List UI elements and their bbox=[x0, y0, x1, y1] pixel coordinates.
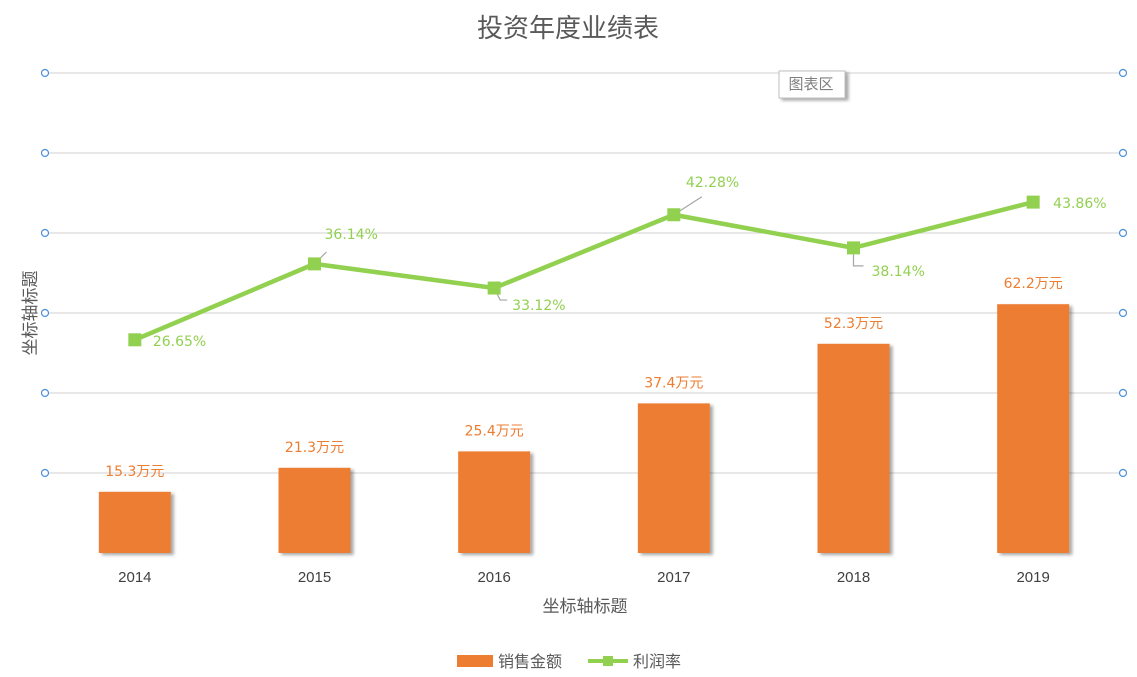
line-data-label: 26.65% bbox=[153, 334, 206, 350]
legend-label-sales: 销售金额 bbox=[498, 652, 562, 671]
bar-data-label: 52.3万元 bbox=[824, 316, 883, 332]
x-tick-label: 2015 bbox=[298, 569, 331, 586]
chart-title: 投资年度业绩表 bbox=[477, 14, 659, 44]
selection-handle[interactable] bbox=[1118, 228, 1128, 238]
legend[interactable]: 销售金额 利润率 bbox=[457, 652, 681, 671]
bar-data-labels: 15.3万元 21.3万元 25.4万元 37.4万元 52.3万元 62.2万元 bbox=[105, 276, 1063, 480]
gridlines bbox=[45, 72, 1123, 474]
line-marker[interactable] bbox=[487, 281, 501, 295]
chart-area-tooltip-box bbox=[778, 70, 846, 99]
legend-label-profit-rate: 利润率 bbox=[633, 652, 681, 671]
selection-handle[interactable] bbox=[1118, 308, 1128, 318]
bar-data-label: 15.3万元 bbox=[105, 464, 164, 480]
legend-marker-profit-rate bbox=[603, 656, 613, 666]
chart-area-tooltip-text: 图表区 bbox=[788, 75, 833, 93]
bar[interactable] bbox=[637, 403, 710, 553]
x-tick-label: 2019 bbox=[1016, 569, 1049, 586]
line-marker[interactable] bbox=[128, 333, 142, 347]
x-tick-label: 2014 bbox=[118, 569, 151, 586]
x-tick-label: 2018 bbox=[837, 569, 870, 586]
bar[interactable] bbox=[98, 491, 171, 553]
chart-area-tooltip: 图表区 bbox=[778, 70, 846, 99]
line-series-profit-rate bbox=[128, 195, 1040, 347]
selection-handles[interactable] bbox=[40, 68, 1128, 478]
line-marker[interactable] bbox=[1026, 195, 1040, 209]
selection-handle[interactable] bbox=[40, 228, 50, 238]
bar-series-sales bbox=[98, 304, 1070, 553]
line-marker[interactable] bbox=[308, 257, 321, 271]
y-axis-title[interactable]: 坐标轴标题 bbox=[21, 271, 41, 356]
line-data-label: 38.14% bbox=[872, 264, 925, 280]
selection-handle[interactable] bbox=[40, 308, 50, 318]
x-axis-title[interactable]: 坐标轴标题 bbox=[543, 597, 628, 617]
line-path[interactable] bbox=[133, 199, 1034, 342]
selection-handle[interactable] bbox=[40, 388, 50, 398]
selection-handle[interactable] bbox=[1118, 468, 1128, 478]
line-data-label: 33.12% bbox=[512, 298, 565, 314]
line-data-label: 36.14% bbox=[325, 227, 378, 243]
bar[interactable] bbox=[997, 304, 1070, 553]
selection-handle[interactable] bbox=[1118, 148, 1128, 158]
bar[interactable] bbox=[817, 343, 890, 553]
selection-handle[interactable] bbox=[1118, 68, 1128, 78]
legend-swatch-sales bbox=[457, 655, 493, 667]
line-marker[interactable] bbox=[847, 241, 860, 255]
x-tick-label: 2017 bbox=[657, 569, 690, 586]
line-data-label: 42.28% bbox=[686, 175, 739, 191]
line-marker[interactable] bbox=[667, 208, 681, 222]
bar-data-label: 62.2万元 bbox=[1004, 276, 1063, 292]
bar[interactable] bbox=[458, 451, 531, 553]
selection-handle[interactable] bbox=[40, 468, 50, 478]
bar[interactable] bbox=[278, 467, 351, 553]
line-data-labels: 26.65% 36.14% 33.12% 42.28% 38.14% 43.86% bbox=[153, 175, 1107, 350]
line-data-label: 43.86% bbox=[1053, 196, 1106, 212]
bar-data-label: 37.4万元 bbox=[644, 375, 703, 391]
x-tick-label: 2016 bbox=[477, 569, 510, 586]
selection-handle[interactable] bbox=[40, 148, 50, 158]
x-axis-tick-labels: 2014 2015 2016 2017 2018 2019 bbox=[118, 569, 1050, 586]
selection-handle[interactable] bbox=[40, 68, 50, 78]
bar-data-label: 25.4万元 bbox=[465, 423, 524, 439]
selection-handle[interactable] bbox=[1118, 388, 1128, 398]
bar-data-label: 21.3万元 bbox=[285, 440, 344, 456]
